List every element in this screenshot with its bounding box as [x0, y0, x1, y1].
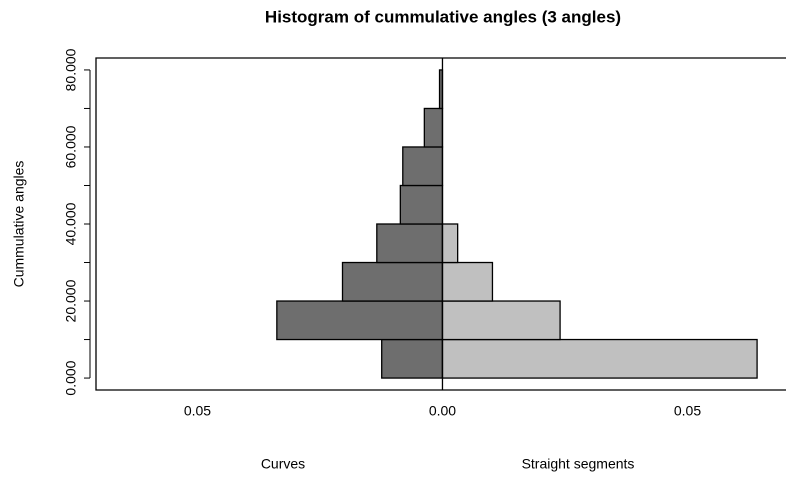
- x-axis-label: Curves: [261, 456, 305, 472]
- x-tick-label: 0.00: [429, 403, 456, 419]
- chart-title: Histogram of cummulative angles (3 angle…: [265, 7, 621, 26]
- bar: [441, 261, 494, 302]
- bar: [341, 261, 444, 302]
- bar: [376, 223, 444, 264]
- y-tick-label: 20.000: [63, 279, 79, 322]
- y-tick-label: 80.000: [63, 48, 79, 91]
- bar: [441, 338, 758, 379]
- bar: [441, 223, 459, 264]
- y-tick-label: 60.000: [63, 125, 79, 168]
- y-tick-label: 40.000: [63, 202, 79, 245]
- plot-frame: [95, 57, 786, 391]
- y-tick-label: 0.000: [63, 360, 79, 395]
- bar: [423, 107, 444, 148]
- bar: [381, 338, 444, 379]
- y-axis-label: Cummulative angles: [11, 161, 27, 288]
- x-axis-label: Straight segments: [522, 456, 635, 472]
- bar: [276, 300, 444, 341]
- x-tick-label: 0.05: [184, 403, 211, 419]
- bar: [402, 146, 444, 187]
- bar: [399, 184, 444, 225]
- x-tick-label: 0.05: [674, 403, 701, 419]
- bar: [441, 300, 561, 341]
